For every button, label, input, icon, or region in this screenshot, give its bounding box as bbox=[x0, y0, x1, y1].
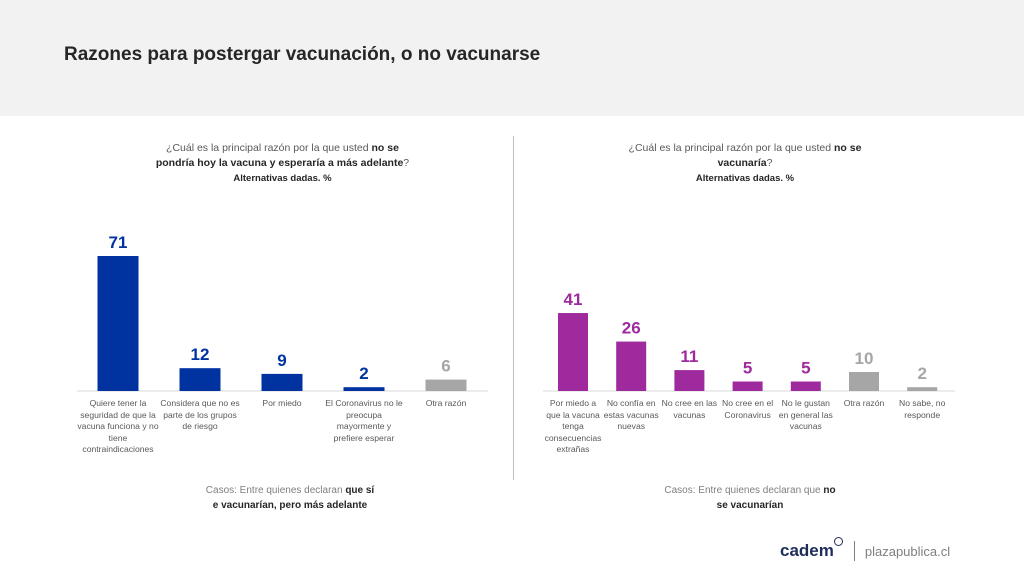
left-value-label-4: 2 bbox=[359, 364, 368, 383]
right-value-label-5: 5 bbox=[801, 358, 810, 377]
right-value-label-6: 10 bbox=[855, 349, 874, 368]
logo-text: cadem bbox=[780, 541, 834, 560]
right-value-label-2: 26 bbox=[622, 319, 641, 338]
right-bar-5 bbox=[790, 381, 821, 391]
right-question-highlight-1: no se bbox=[834, 142, 862, 154]
right-bar-6 bbox=[849, 371, 879, 391]
left-question: ¿Cuál es la principal razón por la que u… bbox=[140, 141, 425, 186]
left-category-label-4: El Coronavirus no le preocupa mayormente… bbox=[325, 398, 403, 443]
right-cases-note: Casos: Entre quienes declaran que no se … bbox=[610, 483, 890, 513]
left-value-label-1: 71 bbox=[109, 233, 128, 252]
left-category-label-3: Por miedo bbox=[262, 398, 302, 408]
left-bar-5 bbox=[425, 379, 467, 391]
left-question-subtitle: Alternativas dadas. % bbox=[233, 173, 332, 184]
right-question-text: ¿Cuál es la principal razón por la que u… bbox=[628, 142, 834, 154]
right-cases-highlight-1: no bbox=[823, 485, 836, 496]
right-category-label-2: No confía en estas vacunas nuevas bbox=[603, 398, 659, 431]
right-value-label-3: 11 bbox=[680, 347, 698, 366]
header-band: Razones para postergar vacunación, o no … bbox=[0, 0, 1024, 116]
right-category-label-7: No sabe, no responde bbox=[899, 398, 946, 420]
cadem-logo: cadem bbox=[780, 537, 843, 561]
right-category-label-6: Otra razón bbox=[843, 398, 885, 408]
footer: cadem plazapublica.cl bbox=[780, 537, 951, 564]
left-value-label-5: 6 bbox=[441, 357, 450, 376]
right-bar-1 bbox=[558, 313, 588, 391]
left-cases-highlight-1: que sí bbox=[345, 485, 375, 496]
left-bar-3 bbox=[261, 373, 303, 391]
panel-divider bbox=[513, 136, 514, 480]
left-cases-text: Casos: Entre quienes declaran bbox=[205, 485, 346, 496]
left-cases-highlight-2: e vacunarían, pero más adelante bbox=[212, 500, 368, 511]
right-category-label-5: No le gustan en general las vacunas bbox=[778, 398, 833, 431]
left-cases-note: Casos: Entre quienes declaran que sí e v… bbox=[150, 483, 430, 513]
right-bar-7 bbox=[907, 387, 938, 391]
left-question-text: ¿Cuál es la principal razón por la que u… bbox=[166, 142, 372, 154]
left-question-end: ? bbox=[403, 157, 410, 169]
right-category-label-4: No cree en el Coronavirus bbox=[722, 398, 774, 420]
right-bar-2 bbox=[616, 341, 647, 391]
right-cases-highlight-2: se vacunarían bbox=[716, 500, 784, 511]
site-url: plazapublica.cl bbox=[864, 543, 951, 559]
left-question-highlight-1: no se bbox=[371, 142, 399, 154]
left-question-highlight-2: pondría hoy la vacuna y esperaría a más … bbox=[155, 157, 404, 169]
left-bar-1 bbox=[97, 256, 139, 391]
left-category-label-5: Otra razón bbox=[425, 398, 467, 408]
left-bar-4 bbox=[343, 387, 385, 391]
right-question: ¿Cuál es la principal razón por la que u… bbox=[600, 141, 890, 186]
right-bar-3 bbox=[674, 370, 705, 391]
right-question-end: ? bbox=[766, 157, 773, 169]
left-value-label-2: 12 bbox=[191, 345, 210, 364]
right-question-highlight-2: vacunaría bbox=[717, 157, 767, 169]
right-value-label-1: 41 bbox=[564, 290, 583, 309]
right-bar-4 bbox=[732, 381, 763, 391]
left-bar-2 bbox=[179, 368, 221, 391]
page-title: Razones para postergar vacunación, o no … bbox=[64, 44, 541, 65]
right-cases-text: Casos: Entre quienes declaran que bbox=[664, 485, 824, 496]
footer-separator bbox=[853, 541, 855, 561]
right-question-subtitle: Alternativas dadas. % bbox=[695, 173, 795, 184]
left-value-label-3: 9 bbox=[277, 351, 286, 370]
right-category-label-3: No cree en las vacunas bbox=[661, 398, 718, 420]
right-value-label-4: 5 bbox=[743, 358, 752, 377]
right-category-label-1: Por miedo a que la vacuna tenga consecue… bbox=[544, 398, 602, 454]
logo-mark-icon bbox=[833, 537, 843, 546]
left-category-label-1: Quiere tener la seguridad de que la vacu… bbox=[77, 398, 159, 454]
right-value-label-7: 2 bbox=[917, 364, 926, 383]
left-category-label-2: Considera que no es parte de los grupos … bbox=[160, 398, 240, 431]
